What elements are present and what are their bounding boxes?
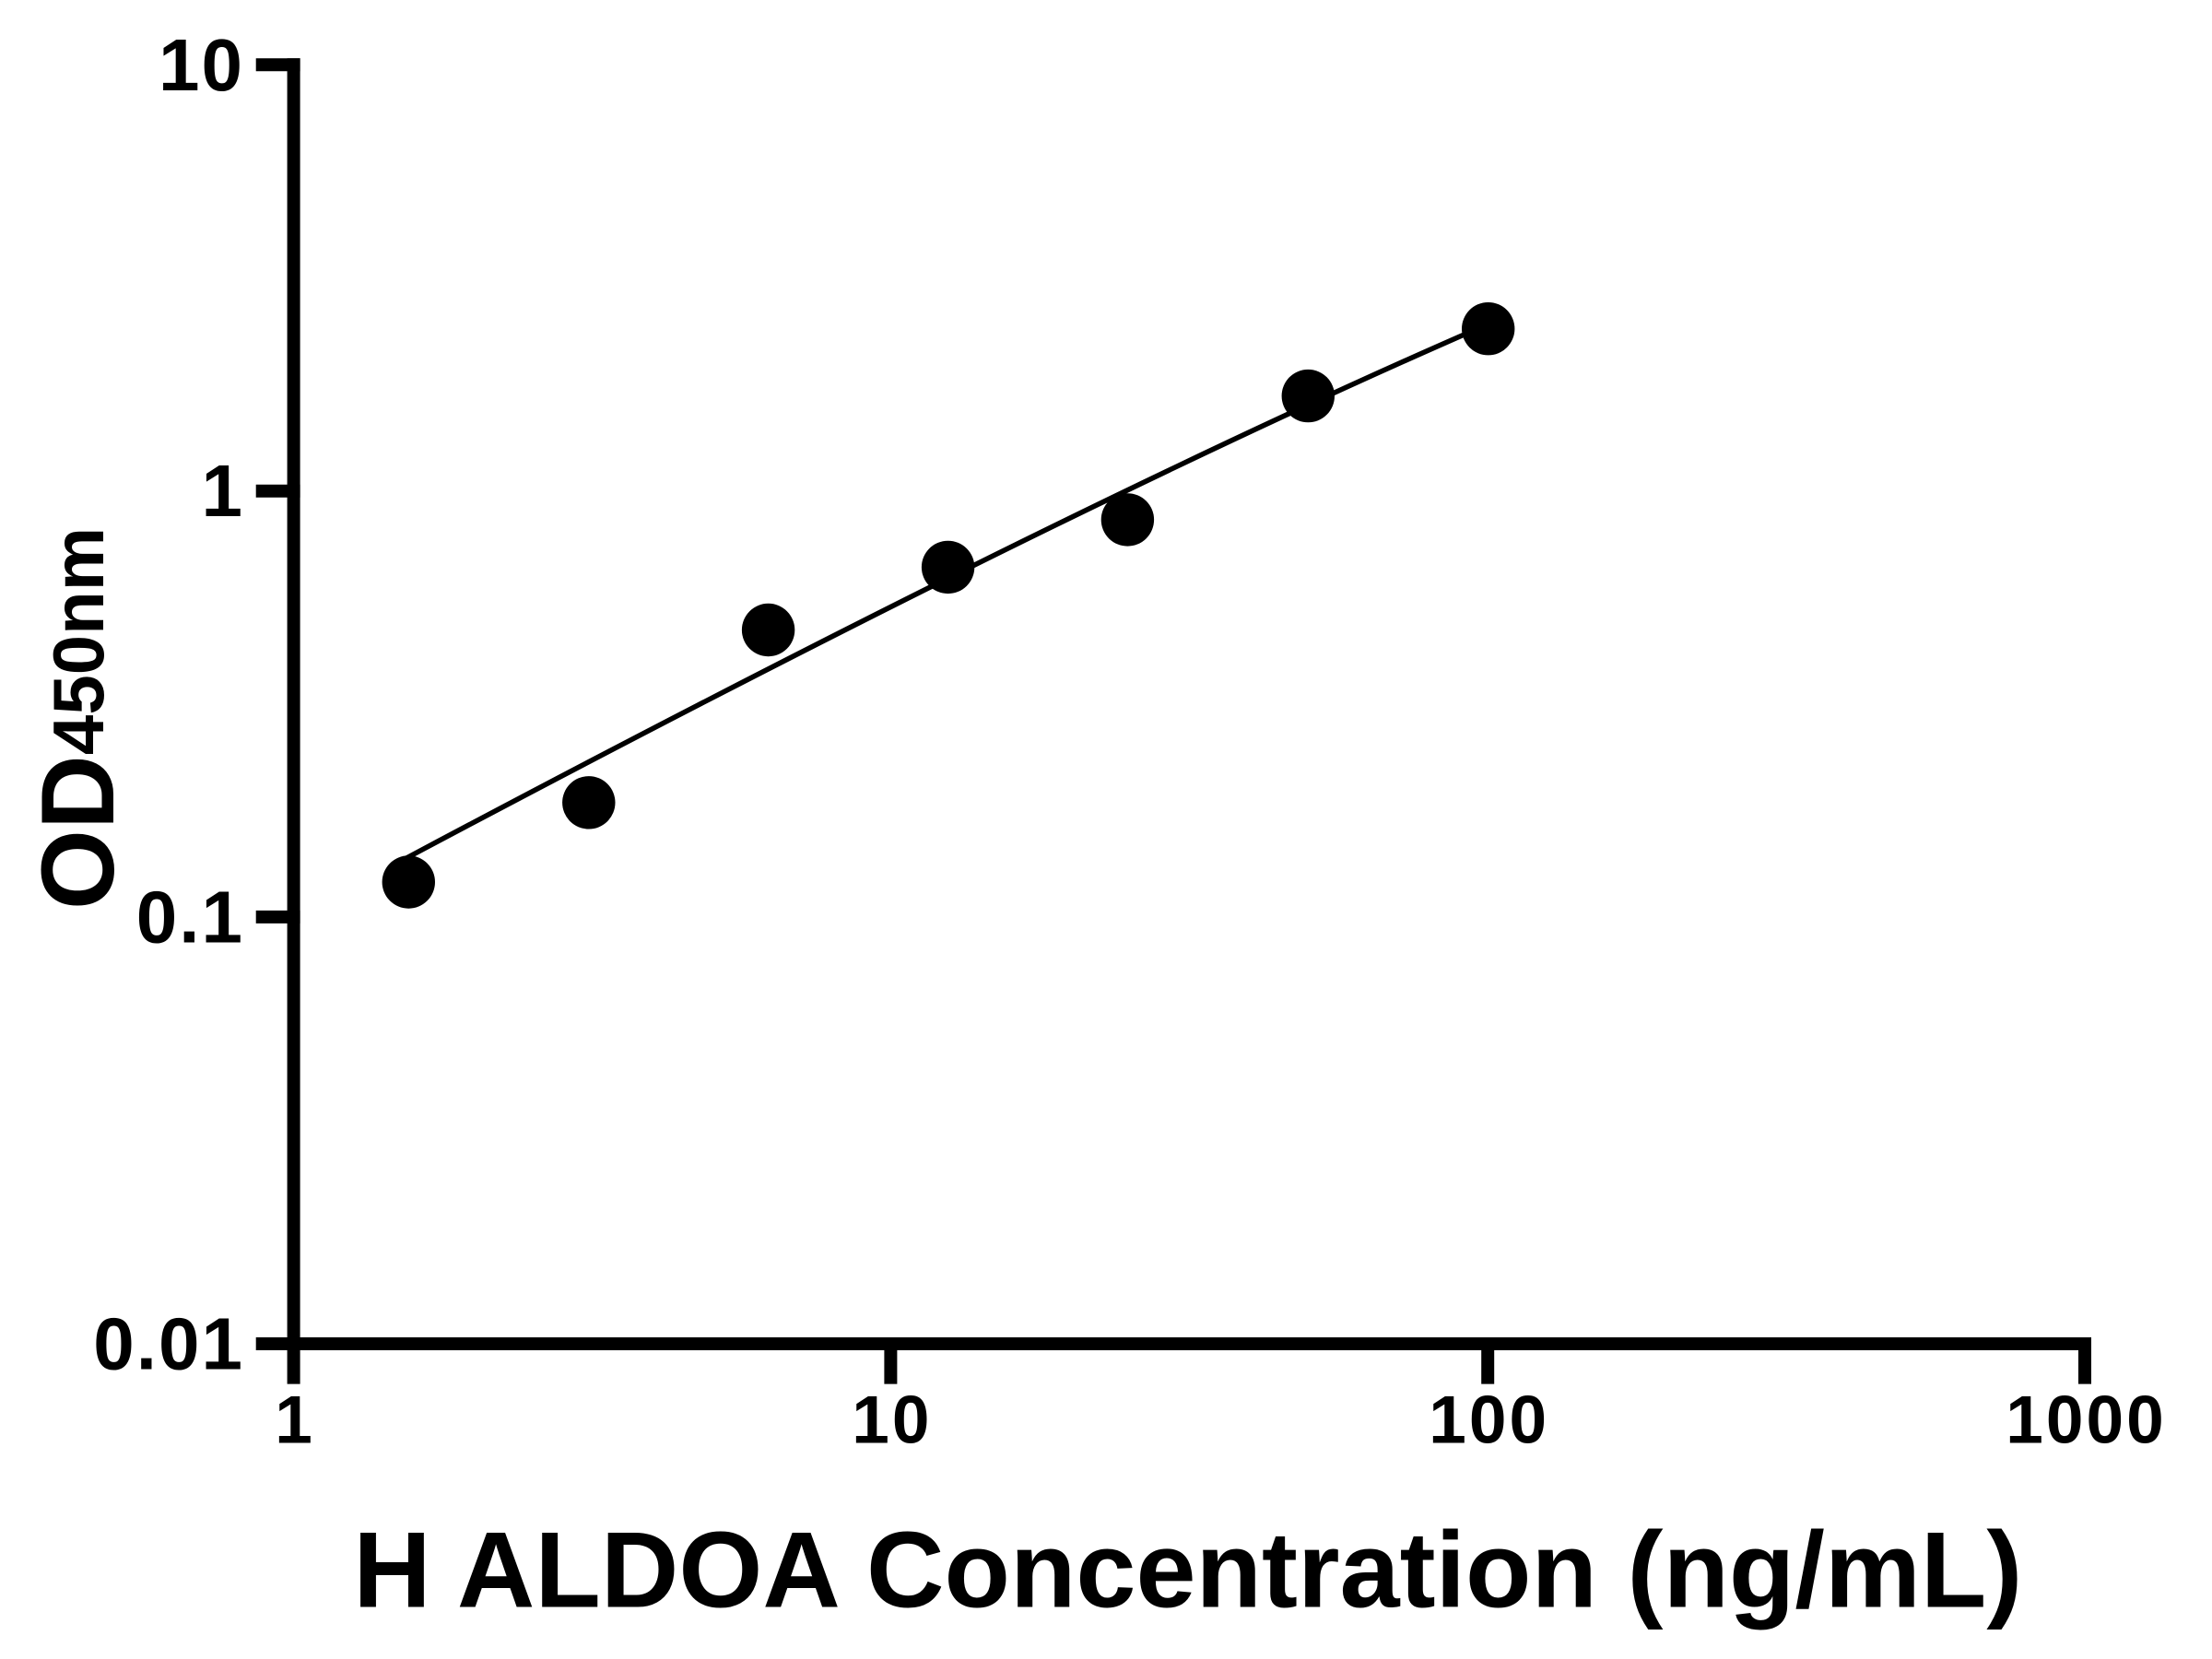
svg-text:10: 10 <box>852 1383 932 1458</box>
svg-text:1000: 1000 <box>2006 1383 2166 1458</box>
svg-text:0.1: 0.1 <box>136 876 244 958</box>
svg-text:H ALDOA Concentration (ng/mL): H ALDOA Concentration (ng/mL) <box>353 1510 2022 1630</box>
svg-text:0.01: 0.01 <box>93 1303 244 1385</box>
svg-text:OD450nm: OD450nm <box>20 527 135 910</box>
svg-text:1: 1 <box>275 1383 315 1458</box>
svg-text:100: 100 <box>1429 1383 1549 1458</box>
svg-text:10: 10 <box>159 24 244 106</box>
svg-text:1: 1 <box>202 450 245 532</box>
